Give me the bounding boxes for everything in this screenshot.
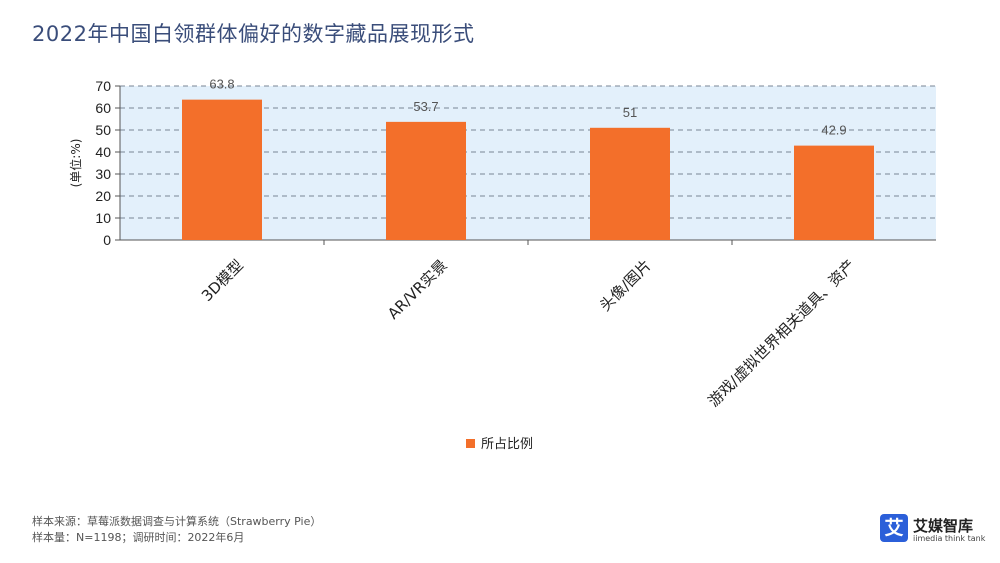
data-label: 51 (623, 105, 637, 120)
y-tick-label: 70 (95, 78, 111, 94)
bar (794, 145, 874, 240)
logo-mark-icon: 艾 (880, 514, 908, 542)
x-tick-label: AR/VR实景 (384, 256, 451, 323)
y-tick-label: 60 (95, 100, 111, 116)
data-label: 53.7 (413, 99, 438, 114)
brand-logo: 艾 艾媒智库 iimedia think tank (880, 514, 985, 546)
data-label: 63.8 (209, 77, 234, 92)
y-tick-label: 20 (95, 188, 111, 204)
legend-swatch (466, 439, 475, 448)
y-axis-label: (单位:%) (68, 139, 83, 188)
y-tick-label: 50 (95, 122, 111, 138)
bar (590, 127, 670, 240)
logo-name: 艾媒智库 (913, 517, 974, 535)
legend-label: 所占比例 (481, 437, 533, 452)
logo-subtitle: iimedia think tank (913, 534, 986, 543)
bar (386, 121, 466, 240)
sample-note: 样本量：N=1198；调研时间：2022年6月 (32, 531, 245, 544)
data-label: 42.9 (821, 123, 846, 138)
bar (182, 99, 262, 240)
y-tick-label: 10 (95, 210, 111, 226)
y-tick-label: 0 (103, 232, 111, 248)
y-tick-label: 40 (95, 144, 111, 160)
y-tick-label: 30 (95, 166, 111, 182)
x-tick-label: 3D模型 (198, 256, 247, 305)
x-tick-label: 游戏/虚拟世界相关道具、资产 (705, 256, 859, 410)
source-note: 样本来源：草莓派数据调查与计算系统（Strawberry Pie） (32, 515, 322, 528)
chart-title: 2022年中国白领群体偏好的数字藏品展现形式 (32, 22, 475, 46)
bar-chart: 0 10 20 30 40 50 60 70 (单位:%) 63.8 3D模型 53.7 AR/VR实景… (68, 77, 936, 452)
x-tick-label: 头像/图片 (596, 256, 655, 315)
